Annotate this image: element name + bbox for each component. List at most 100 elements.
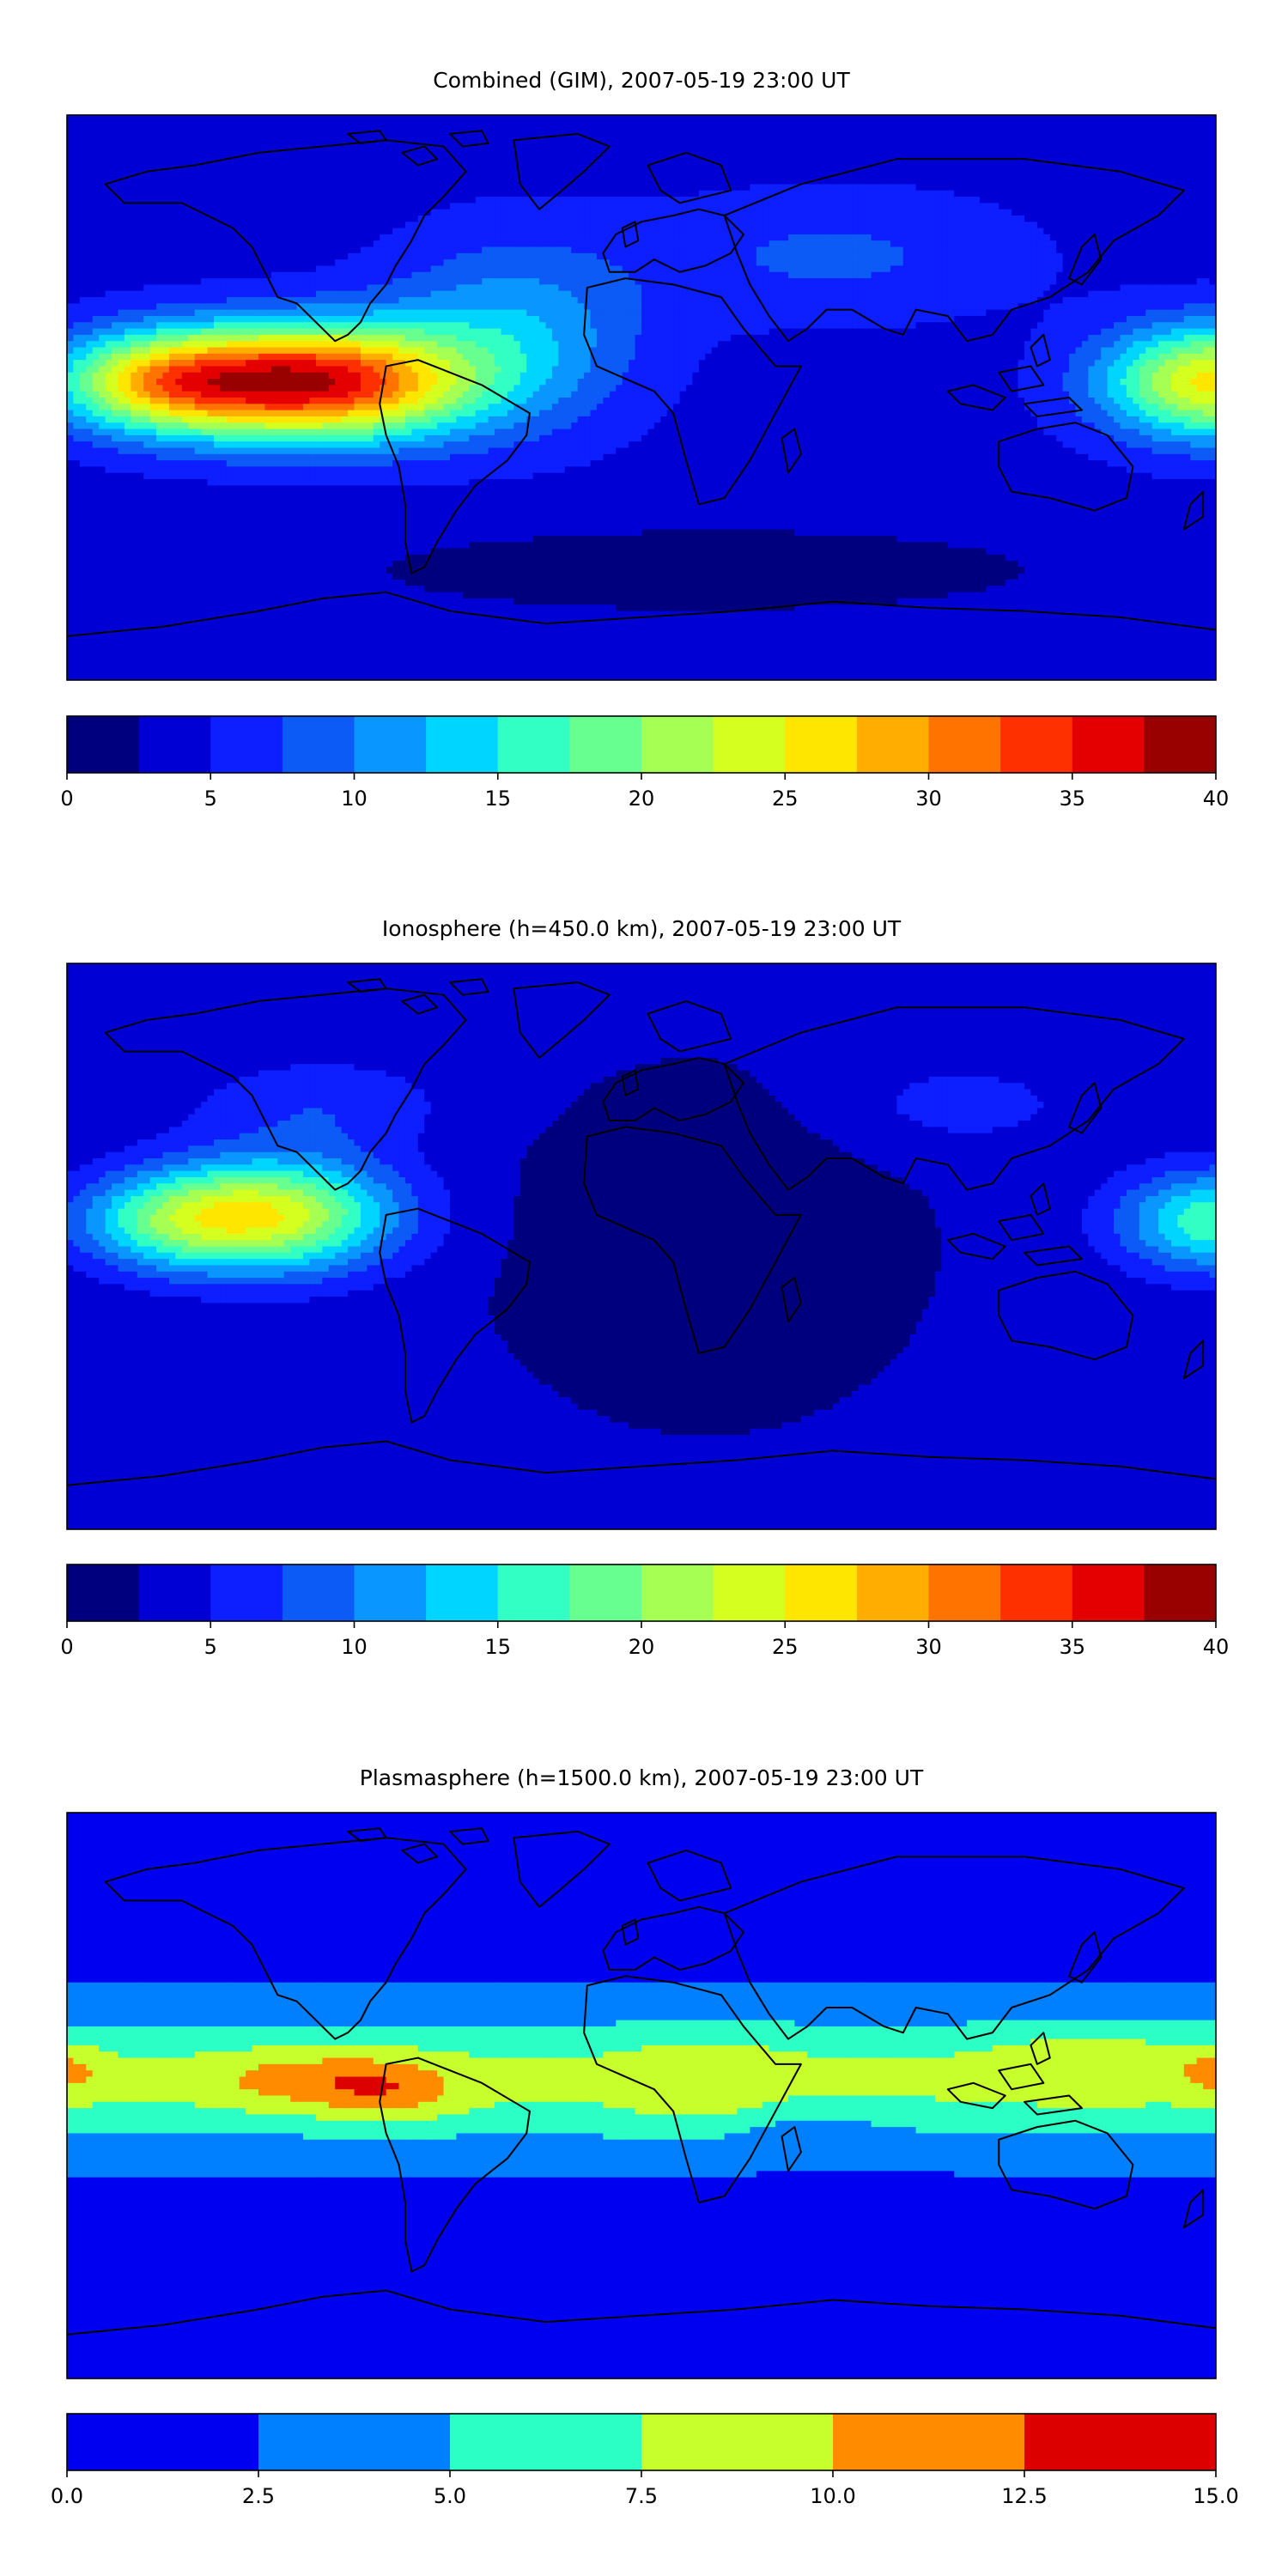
tec-cell — [188, 140, 196, 148]
tec-cell — [762, 197, 770, 204]
tec-cell — [1101, 159, 1109, 167]
tec-cell — [718, 234, 726, 241]
tec-cell — [501, 184, 508, 191]
tec-cell — [194, 259, 202, 267]
tec-cell — [826, 271, 834, 279]
tec-cell — [813, 133, 821, 141]
tec-cell — [213, 265, 221, 273]
tec-cell — [673, 240, 681, 248]
tec-cell — [679, 184, 687, 191]
tec-cell — [673, 252, 681, 260]
tec-cell — [1049, 152, 1057, 160]
tec-cell — [220, 184, 228, 191]
tec-cell — [213, 197, 221, 204]
tec-cell — [539, 209, 547, 216]
tec-cell — [519, 178, 527, 185]
tec-cell — [1075, 159, 1083, 167]
tec-cell — [756, 133, 763, 141]
tec-cell — [686, 178, 694, 185]
tec-cell — [915, 184, 923, 191]
tec-cell — [647, 197, 655, 204]
tec-cell — [309, 252, 317, 260]
tec-cell — [884, 246, 891, 254]
tec-cell — [201, 115, 209, 122]
tec-cell — [1049, 121, 1057, 129]
tec-cell — [1183, 184, 1191, 191]
tec-cell — [584, 121, 592, 129]
tec-cell — [462, 127, 470, 135]
tec-cell — [616, 178, 623, 185]
tec-cell — [201, 146, 209, 154]
tec-cell — [1177, 184, 1185, 191]
tec-cell — [1012, 278, 1019, 285]
tec-cell — [577, 121, 585, 129]
tec-cell — [1114, 178, 1121, 185]
tec-cell — [807, 203, 815, 210]
tec-cell — [1133, 146, 1140, 154]
tec-cell — [1101, 209, 1109, 216]
tec-cell — [79, 284, 87, 292]
tec-cell — [781, 228, 789, 235]
tec-cell — [67, 259, 75, 267]
tec-cell — [813, 140, 821, 148]
tec-cell — [833, 115, 841, 122]
tec-cell — [386, 152, 393, 160]
tec-cell — [890, 190, 897, 197]
tec-cell — [577, 159, 585, 167]
tec-cell — [590, 222, 598, 229]
tec-cell — [934, 278, 942, 285]
tec-cell — [1056, 215, 1064, 222]
tec-cell — [1043, 146, 1051, 154]
tec-cell — [584, 259, 592, 267]
tec-cell — [501, 152, 508, 160]
tec-cell — [596, 222, 604, 229]
tec-cell — [992, 140, 999, 148]
tec-cell — [896, 246, 904, 254]
tec-cell — [878, 178, 885, 185]
tec-cell — [762, 278, 770, 285]
tec-cell — [79, 178, 87, 185]
tec-cell — [1036, 190, 1044, 197]
tec-cell — [731, 190, 738, 197]
tec-cell — [162, 184, 170, 191]
tec-cell — [1030, 184, 1038, 191]
tec-cell — [1164, 246, 1172, 254]
tec-cell — [411, 152, 419, 160]
tec-cell — [1088, 152, 1096, 160]
tec-cell — [909, 133, 917, 141]
tec-cell — [283, 271, 291, 279]
tec-cell — [839, 121, 847, 129]
tec-cell — [226, 209, 234, 216]
tec-cell — [1139, 228, 1146, 235]
tec-cell — [1036, 152, 1044, 160]
tec-cell — [143, 152, 151, 160]
tec-cell — [616, 228, 623, 235]
tec-cell — [99, 246, 106, 254]
tec-cell — [622, 146, 629, 154]
tec-cell — [762, 127, 770, 135]
tec-cell — [807, 240, 815, 248]
tec-cell — [673, 271, 681, 279]
tec-cell — [865, 197, 872, 204]
tec-cell — [775, 265, 783, 273]
tec-cell — [616, 265, 623, 273]
tec-cell — [603, 240, 611, 248]
tec-cell — [1151, 271, 1159, 279]
tec-cell — [826, 240, 834, 248]
tec-cell — [794, 271, 802, 279]
tec-cell — [296, 133, 304, 141]
tec-cell — [1145, 222, 1153, 229]
tec-cell — [1101, 178, 1109, 185]
tec-cell — [1081, 190, 1089, 197]
tec-cell — [1107, 246, 1115, 254]
tec-cell — [775, 240, 783, 248]
tec-cell — [322, 159, 330, 167]
tec-cell — [986, 265, 993, 273]
tec-cell — [233, 215, 240, 222]
tec-cell — [641, 146, 649, 154]
tec-cell — [348, 115, 355, 122]
tec-cell — [845, 133, 853, 141]
tec-cell — [1190, 222, 1198, 229]
tec-cell — [1075, 127, 1083, 135]
tec-cell — [1043, 115, 1051, 122]
